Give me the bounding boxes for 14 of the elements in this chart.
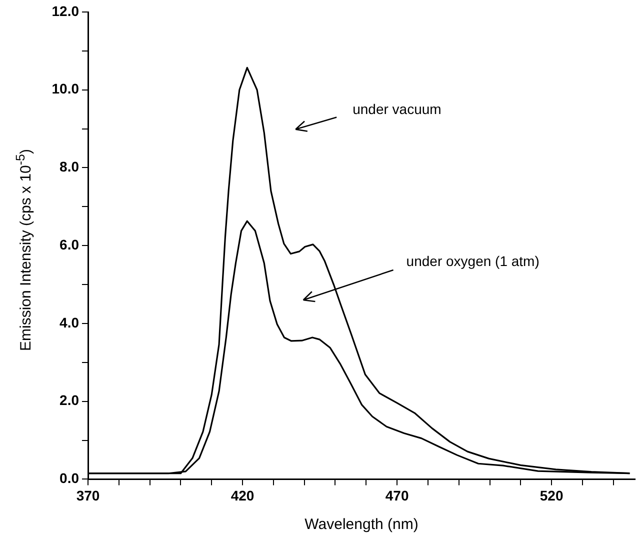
y-tick-label: 0.0 (60, 470, 80, 486)
annotation: under vacuum (352, 101, 442, 118)
y-tick-label: 4.0 (60, 314, 80, 330)
y-tick-label: 12.0 (52, 2, 80, 19)
y-tick-label: 2.0 (60, 392, 80, 408)
x-tick-label: 420 (230, 487, 254, 504)
x-tick-label: 470 (385, 487, 409, 504)
x-axis-title: Wavelength (nm) (304, 516, 418, 534)
y-tick-label: 10.0 (52, 80, 80, 97)
x-tick-label: 520 (540, 487, 564, 504)
annotation: under oxygen (1 atm) (406, 252, 540, 269)
y-tick-label: 6.0 (60, 236, 80, 252)
x-tick-label: 370 (76, 487, 100, 504)
y-tick-label: 8.0 (60, 158, 80, 175)
